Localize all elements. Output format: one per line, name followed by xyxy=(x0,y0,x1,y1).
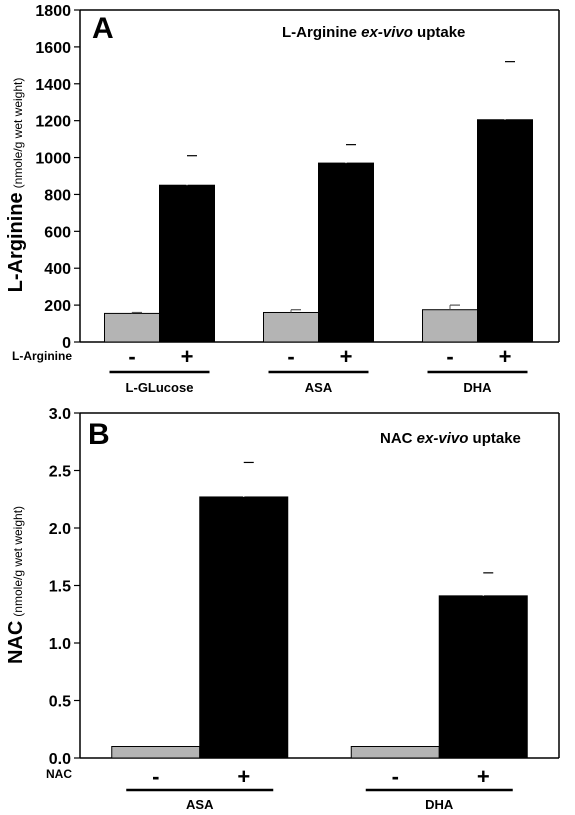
panel-letter: B xyxy=(88,418,110,451)
chart-title-lead: NAC xyxy=(380,430,417,447)
y-tick-label: 600 xyxy=(44,224,71,241)
treatment-sign: - xyxy=(392,764,399,789)
bar-treated xyxy=(199,496,289,759)
treatment-sign: + xyxy=(499,344,512,369)
y-tick-label: 2.5 xyxy=(49,464,71,481)
bar-treated xyxy=(477,119,533,343)
chart-title-tail: uptake xyxy=(468,430,521,447)
y-tick-label: 1.5 xyxy=(49,579,71,596)
treatment-sign: - xyxy=(152,764,159,789)
y-tick-label: 1600 xyxy=(35,40,71,57)
y-tick-label: 1200 xyxy=(35,114,71,131)
y-tick-label: 1800 xyxy=(35,3,71,20)
chart-title: NAC ex-vivo uptake xyxy=(380,430,521,447)
treatment-sign: + xyxy=(181,344,194,369)
y-tick-label: 1400 xyxy=(35,77,71,94)
treatment-label: L-Arginine xyxy=(12,349,72,363)
treatment-sign: + xyxy=(237,764,250,789)
treatment-sign: - xyxy=(287,344,294,369)
y-tick-label: 0.0 xyxy=(49,751,71,768)
chart-title-italic: ex-vivo xyxy=(417,430,469,447)
chart-panel-a: 0 200 400 600 800 1000 1200 1400 1600 1800 A L-Argi… xyxy=(5,3,560,395)
treatment-label: NAC xyxy=(46,767,72,781)
y-tick-label: 400 xyxy=(44,261,71,278)
y-tick-label: 2.0 xyxy=(49,521,71,538)
bar-treated xyxy=(438,595,528,759)
y-tick-label: 200 xyxy=(44,298,71,315)
bar-treated xyxy=(159,184,215,343)
y-axis-label-main: L-Arginine xyxy=(5,192,27,292)
x-category-label: ASA xyxy=(186,797,214,812)
y-axis-label-unit: (nmole/g wet weight) xyxy=(11,506,25,617)
panel-letter: A xyxy=(92,12,114,45)
chart-title-lead: L-Arginine xyxy=(282,24,361,41)
y-tick-label: 1.0 xyxy=(49,636,71,653)
y-axis-label-unit: (nmole/g wet weight) xyxy=(11,78,25,189)
treatment-sign: - xyxy=(128,344,135,369)
x-category-label: DHA xyxy=(425,797,454,812)
treatment-sign: + xyxy=(340,344,353,369)
y-axis-label: L-Arginine (nmole/g wet weight) xyxy=(5,78,27,293)
chart-title-tail: uptake xyxy=(413,24,466,41)
treatment-sign: + xyxy=(477,764,490,789)
chart-title: L-Arginine ex-vivo uptake xyxy=(282,24,465,41)
y-tick-label: 800 xyxy=(44,187,71,204)
y-tick-label: 0 xyxy=(62,335,71,352)
bar-control xyxy=(350,746,440,759)
bar-control xyxy=(263,311,319,343)
x-category-label: ASA xyxy=(305,380,333,395)
y-axis-label: NAC (nmole/g wet weight) xyxy=(5,506,27,664)
y-axis-label-main: NAC xyxy=(5,621,27,664)
bar-control xyxy=(111,746,201,759)
x-category-label: L-GLucose xyxy=(126,380,194,395)
y-tick-label: 1000 xyxy=(35,151,71,168)
y-tick-label: 3.0 xyxy=(49,406,71,423)
bar-control xyxy=(104,312,160,343)
bar-control xyxy=(422,309,478,343)
y-tick-label: 0.5 xyxy=(49,694,71,711)
x-category-label: DHA xyxy=(463,380,492,395)
chart-title-italic: ex-vivo xyxy=(361,24,413,41)
bar-treated xyxy=(318,162,374,343)
treatment-sign: - xyxy=(446,344,453,369)
chart-panel-b: 0.0 0.5 1.0 1.5 2.0 2.5 3.0 B NAC ex-vivo uptake… xyxy=(5,406,560,812)
